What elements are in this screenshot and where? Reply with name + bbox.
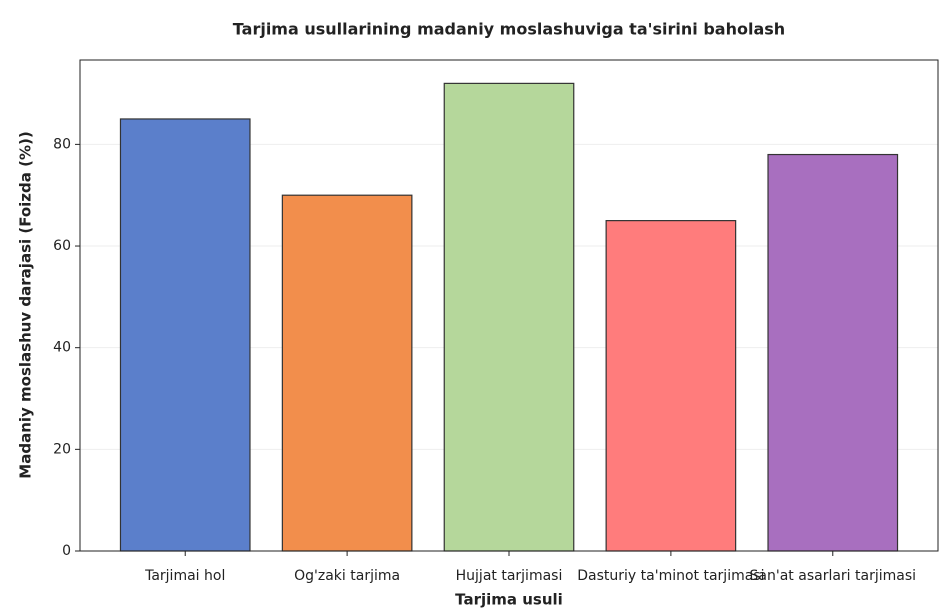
x-tick-label: Og'zaki tarjima [294, 568, 400, 584]
bar [119, 118, 251, 552]
x-axis-label: Tarjima usuli [455, 591, 563, 609]
x-tick-label: Hujjat tarjimasi [456, 568, 563, 584]
x-tick-label: San'at asarlari tarjimasi [750, 568, 916, 584]
y-axis-label: Madaniy moslashuv darajasi (Foizda (%)) [17, 131, 35, 478]
plot-frame [79, 59, 939, 552]
bar [767, 153, 899, 552]
chart-title: Tarjima usullarining madaniy moslashuvig… [233, 20, 785, 39]
y-tick-label: 60 [53, 238, 71, 254]
y-tick-label: 40 [53, 340, 71, 356]
x-tick-label: Dasturiy ta'minot tarjimasi [577, 568, 764, 584]
y-tick-label: 80 [53, 136, 71, 152]
x-tick-label: Tarjimai hol [144, 568, 225, 584]
y-tick-label: 20 [53, 441, 71, 457]
bar [281, 194, 413, 552]
bar [605, 220, 737, 552]
bar [443, 82, 575, 552]
y-tick-label: 0 [62, 543, 71, 559]
